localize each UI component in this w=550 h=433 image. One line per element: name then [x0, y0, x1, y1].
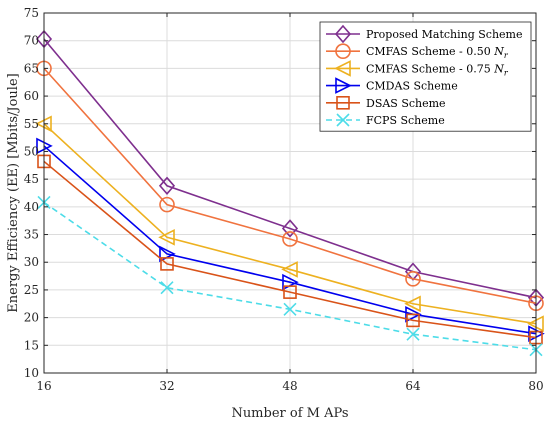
legend-marker: [334, 60, 351, 77]
legend-entry: DSAS Scheme: [326, 96, 446, 110]
data-point: [404, 295, 421, 313]
legend-label: DSAS Scheme: [366, 97, 446, 110]
x-tick-label: 64: [405, 379, 421, 393]
ticks: 10 15 20 25 30 35 40 45 50 55 60 65 70 75 16 32 48 64 80: [24, 6, 544, 393]
series-line: [43, 67, 537, 305]
legend-marker: [335, 43, 351, 60]
y-tick-label: 35: [24, 228, 39, 242]
legend-entry: CMFAS Scheme - 0.50 Nr: [326, 43, 509, 60]
legend-entry: CMDAS Scheme: [326, 77, 458, 94]
data-point: [283, 285, 297, 299]
series-line: [43, 123, 537, 325]
marker-stroke: [283, 302, 297, 316]
series-line: [43, 160, 537, 339]
y-tick-label: 30: [24, 255, 39, 269]
data-point: [282, 231, 298, 247]
y-tick-label: 10: [24, 366, 39, 380]
legend-marker: [334, 24, 352, 44]
legend-label: FCPS Scheme: [366, 114, 445, 127]
data-point: [160, 257, 174, 271]
y-tick-label: 60: [24, 89, 39, 103]
y-tick-label: 55: [24, 117, 39, 131]
marker-stroke: [406, 327, 420, 341]
data-point: [281, 219, 299, 238]
x-tick-label: 48: [282, 379, 297, 393]
data-point: [406, 327, 420, 341]
y-tick-label: 50: [24, 144, 39, 158]
data-point: [281, 261, 298, 278]
legend-entry: CMFAS Scheme - 0.75 Nr: [326, 60, 509, 77]
legend-label: Proposed Matching Scheme: [366, 28, 523, 41]
legend-label: CMFAS Scheme - 0.75 Nr: [366, 62, 509, 77]
data-point: [405, 305, 422, 323]
data-point: [158, 229, 175, 246]
legend-marker: [336, 113, 350, 127]
y-tick-label: 25: [24, 283, 39, 297]
series-line: [43, 145, 537, 335]
x-tick-label: 80: [528, 379, 543, 393]
data-point: [405, 271, 421, 287]
legend-marker: [335, 77, 352, 94]
y-tick-label: 15: [24, 338, 39, 352]
y-tick-label: 75: [24, 6, 39, 20]
legend-label: CMDAS Scheme: [366, 80, 458, 93]
y-tick-label: 45: [24, 172, 39, 186]
y-tick-label: 20: [24, 311, 39, 325]
marker-stroke: [160, 281, 174, 295]
y-tick-label: 70: [24, 34, 39, 48]
x-tick-label: 32: [159, 379, 174, 393]
data-point: [158, 176, 176, 196]
legend-label: CMFAS Scheme - 0.50 Nr: [366, 45, 509, 60]
y-tick-label: 65: [24, 61, 39, 75]
data-point: [160, 281, 174, 295]
data-point: [159, 196, 175, 213]
legend-entry: FCPS Scheme: [326, 113, 445, 127]
series-line: [43, 38, 537, 299]
y-axis-label: Energy Efficiency (EE) [Mbits/Joule]: [6, 73, 21, 312]
legend: Proposed Matching Scheme CMFAS Scheme - 0…: [319, 21, 532, 132]
legend-entry: Proposed Matching Scheme: [326, 24, 523, 44]
legend-marker: [336, 96, 350, 110]
marker-stroke: [336, 113, 350, 127]
x-axis-label: Number of M APs: [231, 406, 348, 421]
y-tick-label: 40: [24, 200, 39, 214]
data-point: [406, 313, 420, 328]
legend-box: [319, 21, 532, 132]
data-point: [283, 302, 297, 316]
x-tick-label: 16: [36, 379, 51, 393]
